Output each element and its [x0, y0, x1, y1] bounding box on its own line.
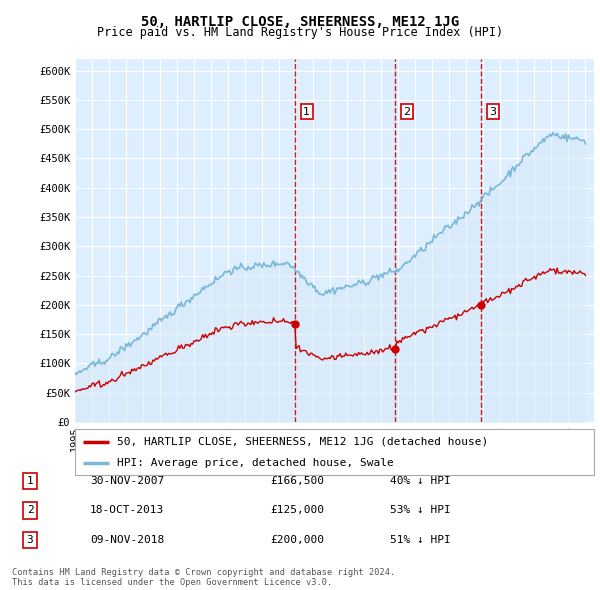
Text: Contains HM Land Registry data © Crown copyright and database right 2024.
This d: Contains HM Land Registry data © Crown c… [12, 568, 395, 587]
Text: 53% ↓ HPI: 53% ↓ HPI [390, 506, 451, 515]
Text: 2: 2 [26, 506, 34, 515]
Text: 1: 1 [304, 107, 310, 117]
Text: Price paid vs. HM Land Registry's House Price Index (HPI): Price paid vs. HM Land Registry's House … [97, 26, 503, 39]
Text: HPI: Average price, detached house, Swale: HPI: Average price, detached house, Swal… [116, 458, 393, 468]
Text: 40% ↓ HPI: 40% ↓ HPI [390, 476, 451, 486]
Text: 3: 3 [26, 535, 34, 545]
Text: 50, HARTLIP CLOSE, SHEERNESS, ME12 1JG (detached house): 50, HARTLIP CLOSE, SHEERNESS, ME12 1JG (… [116, 437, 488, 447]
Text: 2: 2 [403, 107, 410, 117]
Text: £200,000: £200,000 [270, 535, 324, 545]
Text: 51% ↓ HPI: 51% ↓ HPI [390, 535, 451, 545]
Text: 3: 3 [490, 107, 496, 117]
Text: 18-OCT-2013: 18-OCT-2013 [90, 506, 164, 515]
Text: £166,500: £166,500 [270, 476, 324, 486]
Text: 50, HARTLIP CLOSE, SHEERNESS, ME12 1JG: 50, HARTLIP CLOSE, SHEERNESS, ME12 1JG [141, 15, 459, 29]
Text: 09-NOV-2018: 09-NOV-2018 [90, 535, 164, 545]
Text: 1: 1 [26, 476, 34, 486]
Text: 30-NOV-2007: 30-NOV-2007 [90, 476, 164, 486]
Text: £125,000: £125,000 [270, 506, 324, 515]
